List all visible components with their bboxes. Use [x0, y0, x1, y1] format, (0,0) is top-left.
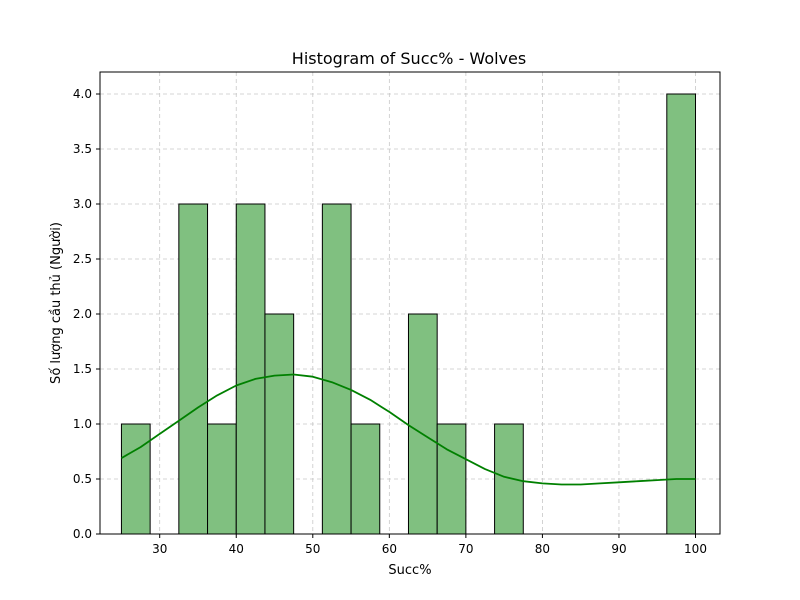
x-tick-label: 80 — [535, 542, 550, 556]
y-axis-ticks: 0.0 0.5 1.0 1.5 2.0 2.5 3.0 3.5 4.0 — [73, 87, 100, 541]
x-axis-label: Succ% — [388, 563, 431, 578]
y-tick-label: 4.0 — [73, 87, 92, 101]
y-axis-label: Số lượng cầu thủ (Người) — [49, 222, 64, 384]
x-tick-label: 60 — [382, 542, 397, 556]
y-tick-label: 2.5 — [73, 252, 92, 266]
histogram-bar — [494, 423, 524, 535]
histogram-bar — [407, 313, 438, 535]
histogram-bars — [120, 93, 697, 535]
y-tick-label: 1.5 — [73, 362, 92, 376]
histogram-bar — [350, 423, 381, 535]
x-tick-label: 90 — [611, 542, 626, 556]
kde-curve — [120, 373, 696, 486]
x-tick-label: 70 — [458, 542, 473, 556]
histogram-bar — [666, 93, 697, 535]
x-tick-label: 100 — [684, 542, 707, 556]
x-axis-ticks: 30 40 50 60 70 80 90 100 — [152, 534, 707, 556]
histogram-bar — [178, 203, 209, 535]
x-tick-label: 30 — [152, 542, 167, 556]
chart-title: Histogram of Succ% - Wolves — [292, 49, 526, 68]
x-tick-label: 40 — [229, 542, 244, 556]
y-tick-label: 3.5 — [73, 142, 92, 156]
histogram-bar — [436, 423, 467, 535]
histogram-bar — [321, 203, 352, 535]
kde-curve-layer — [120, 373, 696, 486]
plot-frame — [99, 71, 721, 535]
y-tick-label: 0.5 — [73, 472, 92, 486]
y-tick-label: 3.0 — [73, 197, 92, 211]
histogram-bar — [264, 313, 295, 535]
histogram-bar — [235, 203, 266, 535]
x-tick-label: 50 — [305, 542, 320, 556]
y-tick-label: 0.0 — [73, 527, 92, 541]
histogram-bar — [120, 423, 151, 535]
y-tick-label: 2.0 — [73, 307, 92, 321]
y-tick-label: 1.0 — [73, 417, 92, 431]
histogram-bar — [207, 423, 237, 535]
